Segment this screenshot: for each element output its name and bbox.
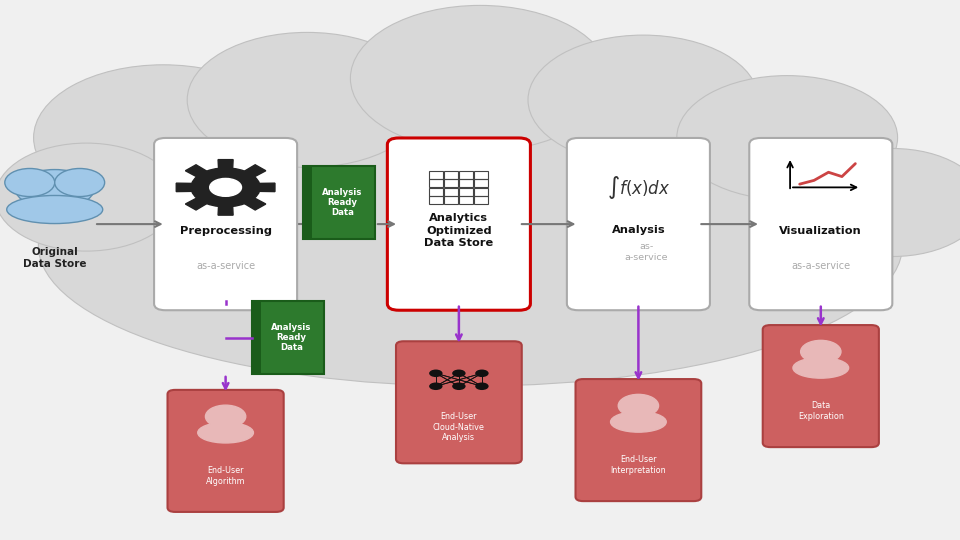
FancyBboxPatch shape: [303, 166, 374, 239]
Text: as-
a-service: as- a-service: [624, 242, 668, 262]
Ellipse shape: [0, 143, 178, 251]
Ellipse shape: [677, 76, 898, 200]
Text: End-User
Interpretation: End-User Interpretation: [611, 455, 666, 475]
FancyBboxPatch shape: [566, 138, 710, 310]
Circle shape: [429, 369, 443, 377]
Polygon shape: [243, 197, 266, 210]
FancyBboxPatch shape: [167, 390, 284, 512]
Circle shape: [452, 369, 466, 377]
Polygon shape: [177, 183, 194, 192]
Ellipse shape: [38, 105, 902, 386]
FancyBboxPatch shape: [762, 325, 879, 447]
Ellipse shape: [528, 35, 758, 165]
Ellipse shape: [198, 422, 253, 443]
Text: as-a-service: as-a-service: [196, 261, 255, 271]
Polygon shape: [257, 183, 275, 192]
Text: Preprocessing: Preprocessing: [180, 226, 272, 235]
Polygon shape: [218, 205, 233, 215]
Text: Original
Data Store: Original Data Store: [23, 247, 86, 269]
Circle shape: [475, 382, 489, 390]
Text: as-a-service: as-a-service: [791, 261, 851, 271]
Circle shape: [452, 382, 466, 390]
Circle shape: [801, 340, 841, 363]
FancyBboxPatch shape: [749, 138, 892, 310]
Circle shape: [205, 405, 246, 428]
Text: Analysis: Analysis: [612, 225, 665, 235]
Text: End-User
Cloud-Native
Analysis: End-User Cloud-Native Analysis: [433, 413, 485, 442]
Ellipse shape: [15, 170, 94, 208]
Polygon shape: [218, 160, 233, 170]
FancyBboxPatch shape: [154, 138, 298, 310]
Ellipse shape: [7, 195, 103, 224]
Ellipse shape: [611, 411, 666, 432]
Ellipse shape: [187, 32, 427, 167]
Polygon shape: [243, 165, 266, 178]
FancyBboxPatch shape: [303, 166, 312, 239]
Text: Analysis
Ready
Data: Analysis Ready Data: [323, 187, 363, 218]
Ellipse shape: [350, 5, 610, 151]
Text: Visualization: Visualization: [780, 226, 862, 235]
FancyBboxPatch shape: [396, 341, 522, 463]
Text: Data
Exploration: Data Exploration: [798, 401, 844, 421]
Ellipse shape: [5, 168, 55, 197]
Ellipse shape: [793, 357, 849, 378]
Circle shape: [191, 168, 260, 207]
Circle shape: [429, 382, 443, 390]
FancyBboxPatch shape: [252, 301, 261, 374]
Text: Analysis
Ready
Data: Analysis Ready Data: [272, 322, 312, 353]
Text: Analytics
Optimized
Data Store: Analytics Optimized Data Store: [424, 213, 493, 248]
Circle shape: [209, 178, 242, 197]
Text: End-User
Algorithm: End-User Algorithm: [205, 466, 246, 485]
Polygon shape: [185, 165, 208, 178]
Circle shape: [475, 369, 489, 377]
Circle shape: [618, 394, 659, 417]
Ellipse shape: [34, 65, 293, 211]
Polygon shape: [185, 197, 208, 210]
FancyBboxPatch shape: [387, 138, 530, 310]
Ellipse shape: [802, 148, 960, 256]
FancyBboxPatch shape: [575, 379, 701, 501]
Ellipse shape: [55, 168, 105, 197]
Text: $\int f(x)dx$: $\int f(x)dx$: [607, 174, 670, 201]
FancyBboxPatch shape: [252, 301, 324, 374]
